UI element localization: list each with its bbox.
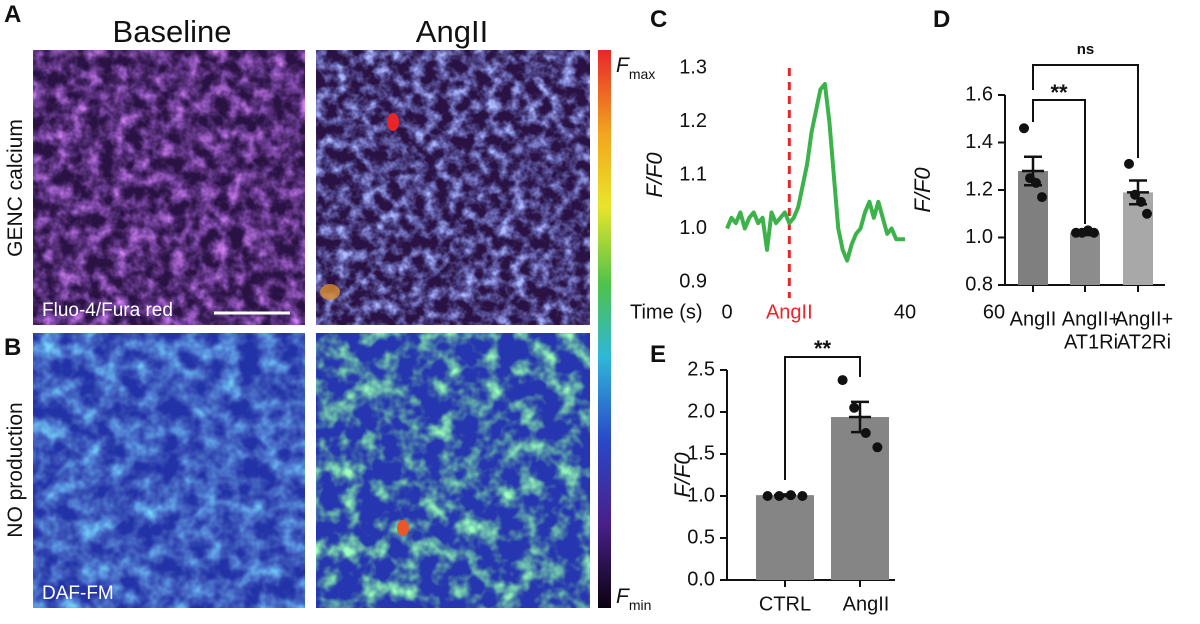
image-label: Fluo-4/Fura red: [42, 300, 173, 321]
event-label: AngII: [766, 301, 813, 323]
x-tick-label: AngII: [843, 593, 890, 615]
x-tick-label: AngII+: [1115, 308, 1173, 330]
data-point: [1130, 189, 1140, 200]
y-tick-label: 0.5: [687, 526, 715, 548]
row-title: NO production: [4, 402, 27, 537]
y-tick-label: 1.2: [965, 178, 993, 200]
image-b-baseline: [33, 333, 305, 608]
panel-letter: D: [933, 6, 950, 33]
y-tick-label: 1.6: [965, 83, 993, 105]
y-tick-label: 0.0: [687, 568, 715, 590]
y-tick-label: 1.3: [679, 56, 707, 78]
bar: [756, 495, 814, 580]
significance-bracket: [1032, 99, 1086, 224]
significance-label: ns: [1077, 41, 1095, 58]
colorbar-max-sub: max: [629, 66, 655, 82]
y-tick-label: 1.2: [679, 110, 707, 132]
row-title: GENC calcium: [4, 119, 27, 257]
x-tick-label: AngII: [1010, 308, 1057, 330]
data-point: [1031, 177, 1041, 188]
colorbar-max-symbol: F: [616, 54, 630, 77]
x-tick-label: AngII+: [1062, 308, 1120, 330]
bar: [1070, 232, 1100, 285]
y-tick-label: 1.5: [687, 442, 715, 464]
column-title: Baseline: [113, 14, 232, 49]
colorbar-min-sub: min: [629, 597, 652, 613]
y-axis-label: F/F0: [910, 167, 935, 213]
data-point: [1089, 227, 1099, 238]
y-tick-label: 1.0: [687, 484, 715, 506]
x-tick-label: CTRL: [759, 593, 811, 615]
x-tick-label: 0: [721, 301, 732, 323]
y-tick-label: 1.4: [965, 131, 993, 153]
bar: [1018, 171, 1048, 285]
y-tick-label: 2.5: [687, 358, 715, 380]
x-axis-label: Time (s): [630, 301, 703, 323]
x-tick-label: 40: [894, 301, 916, 323]
data-point: [1037, 192, 1047, 203]
bar: [1123, 192, 1153, 285]
y-tick-label: 0.8: [965, 273, 993, 295]
y-tick-label: 0.9: [679, 270, 707, 292]
data-line: [725, 82, 905, 263]
data-point: [860, 428, 871, 438]
data-point: [1142, 208, 1152, 219]
y-tick-label: 1.0: [679, 217, 707, 239]
significance-bracket: [784, 356, 861, 480]
data-point: [837, 375, 848, 386]
panel-letter: B: [4, 334, 21, 361]
data-point: [872, 442, 883, 453]
panel-letter: E: [650, 341, 666, 368]
y-axis-label: F/F0: [642, 152, 667, 198]
x-tick-label: AT2Ri: [1117, 331, 1171, 353]
significance-label: **: [814, 336, 832, 361]
colorbar-min-symbol: F: [616, 585, 630, 608]
data-point: [774, 491, 785, 501]
y-axis-label: F/F0: [670, 452, 695, 498]
image-a-angii: [316, 50, 590, 325]
data-point: [797, 491, 808, 501]
image-a-baseline: [33, 50, 305, 325]
bar: [831, 417, 889, 580]
x-tick-label: AT1Ri: [1064, 331, 1118, 353]
data-point: [785, 490, 796, 501]
panel-letter: A: [4, 1, 21, 28]
y-tick-label: 1.0: [965, 226, 993, 248]
data-point: [1124, 158, 1134, 169]
column-title: AngII: [416, 14, 488, 49]
colorbar: [598, 50, 611, 608]
data-point: [849, 402, 860, 413]
image-label: DAF-FM: [42, 583, 114, 604]
x-tick-label: 60: [983, 301, 1005, 323]
image-b-angii: [316, 333, 590, 608]
data-point: [762, 491, 773, 501]
significance-bracket: [1032, 64, 1139, 158]
y-tick-label: 1.1: [679, 163, 707, 185]
colorbar-max: Fmax: [616, 54, 655, 82]
y-tick-label: 2.0: [687, 400, 715, 422]
panel-letter: C: [650, 6, 667, 33]
significance-label: **: [1050, 80, 1068, 105]
colorbar-min: Fmin: [616, 585, 651, 613]
data-point: [1019, 123, 1029, 134]
data-point: [1136, 196, 1146, 207]
